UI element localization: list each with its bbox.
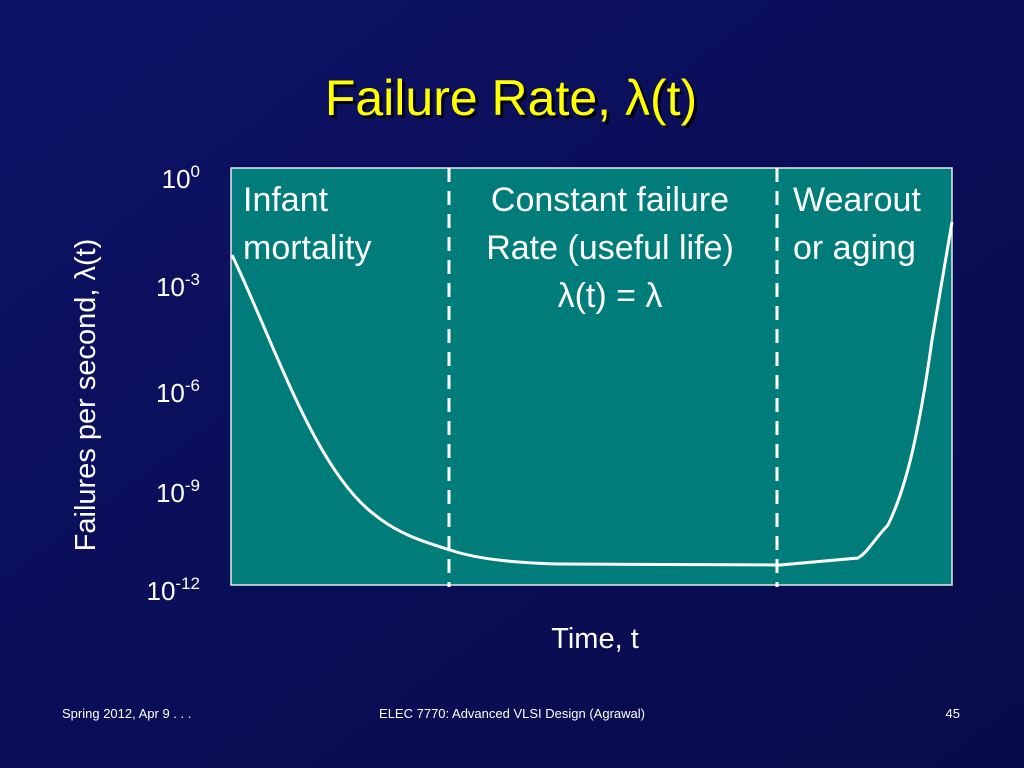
tick-exponent: -9 [185, 476, 200, 495]
tick-base: 10 [162, 164, 191, 194]
tick-base: 10 [147, 576, 176, 606]
bathtub-curve [230, 221, 954, 567]
region-label: λ(t) = λ [558, 277, 663, 315]
footer-right: 45 [946, 706, 960, 721]
slide-title: Failure Rate, λ(t) [325, 70, 697, 126]
tick-exponent: 0 [191, 162, 200, 181]
region-label: or aging [793, 229, 916, 267]
tick-exponent: -12 [175, 574, 200, 593]
y-axis-label: Failures per second, λ(t) [70, 239, 102, 552]
footer-left: Spring 2012, Apr 9 . . . [62, 706, 191, 721]
y-tick-label: 100 [162, 162, 200, 194]
footer-center: ELEC 7770: Advanced VLSI Design (Agrawal… [379, 706, 645, 721]
tick-base: 10 [156, 378, 185, 408]
y-tick-label: 10-6 [156, 376, 200, 408]
tick-base: 10 [156, 272, 185, 302]
tick-exponent: -3 [185, 270, 200, 289]
y-tick-label: 10-3 [156, 270, 200, 302]
region-label: Constant failure [491, 181, 729, 219]
region-label: Infant [243, 181, 329, 219]
title-shadow: Failure Rate, λ(t) [328, 73, 700, 129]
plot-area [230, 167, 953, 586]
x-axis-label: Time, t [551, 623, 639, 655]
region-label: Wearout [793, 181, 921, 219]
region-labels: Infant mortality Constant failure Rate (use… [243, 181, 921, 315]
y-tick-label: 10-9 [156, 476, 200, 508]
region-label: Rate (useful life) [486, 229, 734, 267]
region-label: mortality [243, 229, 371, 267]
tick-base: 10 [156, 478, 185, 508]
tick-exponent: -6 [185, 376, 200, 395]
y-tick-label: 10-12 [147, 574, 201, 606]
